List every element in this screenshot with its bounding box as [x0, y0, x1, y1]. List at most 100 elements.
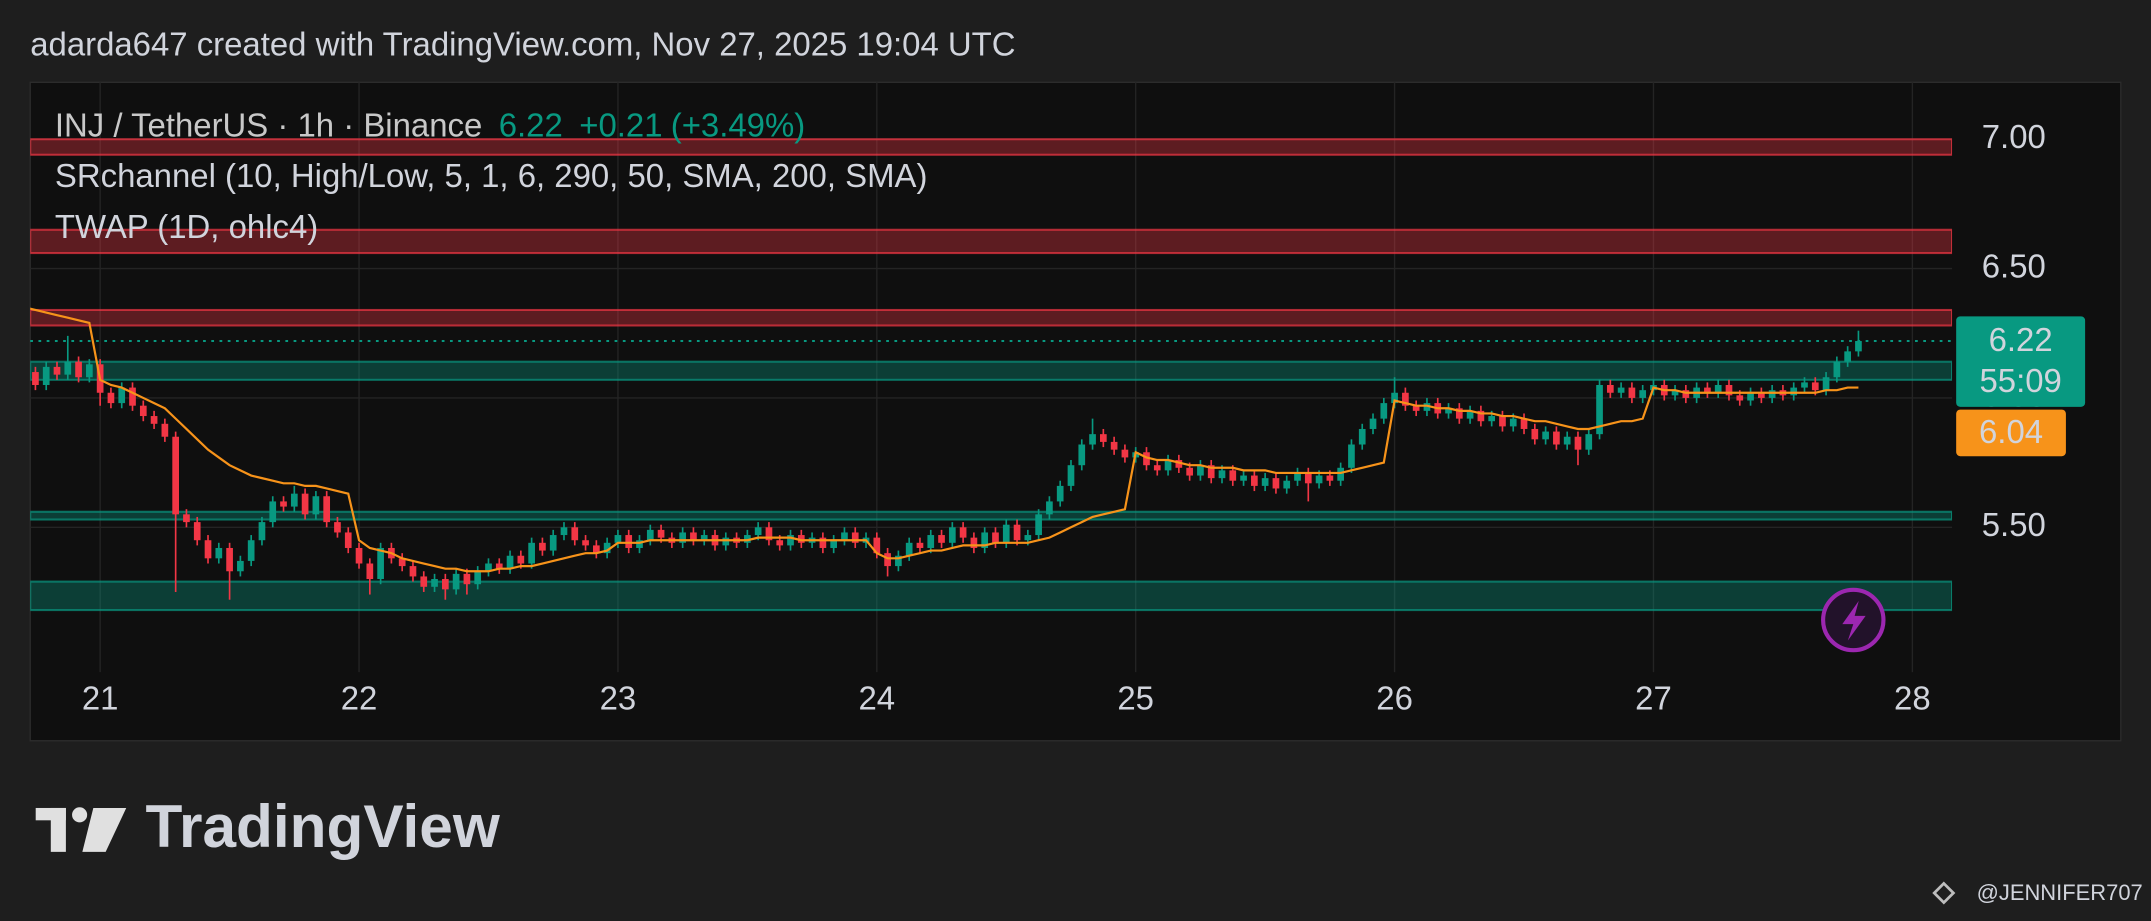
candle-body — [1553, 431, 1560, 445]
change: +0.21 — [579, 106, 662, 143]
alert-icon[interactable] — [1821, 587, 1886, 653]
candle-body — [474, 571, 482, 585]
candle-body — [1596, 384, 1603, 435]
candle-body — [1758, 392, 1765, 398]
sr-zone — [30, 228, 1953, 255]
sr-zone — [30, 308, 1953, 327]
candle-body — [1337, 467, 1344, 481]
candle-body — [53, 366, 61, 375]
candle-body — [183, 514, 190, 523]
candle-body — [851, 532, 859, 543]
candle-body — [744, 535, 751, 543]
plot — [30, 307, 1862, 600]
candle-body — [593, 545, 600, 554]
candle-body — [366, 563, 374, 580]
candle-body — [506, 555, 514, 569]
candle-body — [841, 532, 848, 541]
logo-mark — [50, 807, 66, 852]
candle-body — [334, 522, 341, 533]
candle-body — [237, 560, 244, 572]
zones — [30, 138, 1953, 612]
watermark: @JENNIFER707 — [1977, 880, 2143, 905]
candle-body — [344, 532, 352, 548]
candle-body — [1358, 428, 1366, 445]
candle-body — [679, 532, 686, 543]
countdown-label: 55:09 — [1979, 362, 2061, 399]
candle-body — [1455, 408, 1463, 419]
watermark-icon — [1932, 881, 1956, 905]
candle-body — [204, 540, 212, 559]
twap-line — [30, 307, 1859, 573]
sr-zone — [30, 138, 1953, 156]
x-tick-label: 21 — [82, 680, 119, 717]
candle-body — [722, 537, 730, 546]
candle-body — [258, 522, 266, 541]
candle-body — [1046, 501, 1053, 515]
candle-body — [1542, 431, 1549, 440]
candle-body — [938, 535, 945, 543]
candle-body — [560, 527, 568, 536]
candle-body — [139, 405, 147, 417]
candle-body — [1563, 436, 1571, 445]
candle-body — [1768, 390, 1776, 398]
candle-body — [1013, 524, 1021, 541]
candle-body — [1110, 441, 1118, 450]
candle-body — [948, 527, 956, 543]
candle-body — [528, 542, 535, 564]
candle-body — [1714, 384, 1722, 393]
candle-body — [700, 535, 708, 541]
candle-body — [1509, 418, 1517, 427]
candle-body — [86, 364, 93, 378]
candle-body — [981, 532, 989, 548]
candle-body — [463, 573, 471, 585]
candle-body — [690, 532, 697, 541]
candle-body — [1143, 452, 1150, 466]
candle-body — [905, 542, 913, 556]
change-pct: (+3.49%) — [671, 106, 805, 143]
last-price-badge — [1956, 316, 2086, 407]
candle-body — [398, 558, 406, 567]
candle-body — [1002, 524, 1010, 543]
candle-body — [1855, 341, 1862, 352]
candle-body — [1391, 392, 1398, 404]
candle-body — [1423, 403, 1431, 411]
candle-body — [431, 579, 438, 587]
y-tick-label: 7.00 — [1982, 118, 2046, 155]
candle-body — [247, 540, 255, 561]
candle-body — [1240, 475, 1247, 481]
x-tick-label: 28 — [1894, 680, 1931, 717]
candle-body — [495, 563, 503, 569]
candle-body — [485, 563, 492, 572]
candle-body — [1272, 478, 1280, 489]
candle-body — [1380, 403, 1388, 419]
twap-label: 6.04 — [1979, 413, 2043, 450]
candle-body — [172, 436, 180, 515]
header: adarda647 created with TradingView.com, … — [30, 25, 1015, 62]
candle-body — [409, 566, 417, 577]
candle-body — [1477, 410, 1485, 422]
candle-body — [916, 542, 924, 548]
candle-body — [625, 535, 633, 548]
candle-body — [1725, 384, 1733, 396]
candle-body — [539, 542, 546, 551]
chart-pane — [29, 81, 2122, 742]
candle-body — [1326, 475, 1334, 481]
candle-body — [927, 535, 935, 548]
candle-body — [452, 573, 460, 590]
candle-body — [1574, 436, 1582, 450]
logo-mark — [72, 807, 88, 823]
candle-body — [1811, 382, 1819, 391]
candle-body — [64, 361, 72, 375]
candle-body — [1628, 387, 1636, 398]
candle-body — [1606, 384, 1614, 393]
candle-body — [959, 527, 967, 538]
candle-body — [754, 527, 762, 536]
alert-bolt — [1842, 600, 1866, 641]
candle-body — [1089, 434, 1096, 445]
y-tick-label: 6.50 — [1982, 247, 2046, 284]
x-tick-label: 25 — [1117, 680, 1154, 717]
candle-body — [884, 553, 891, 567]
candle-body — [1024, 535, 1032, 541]
candle-body — [355, 547, 363, 564]
